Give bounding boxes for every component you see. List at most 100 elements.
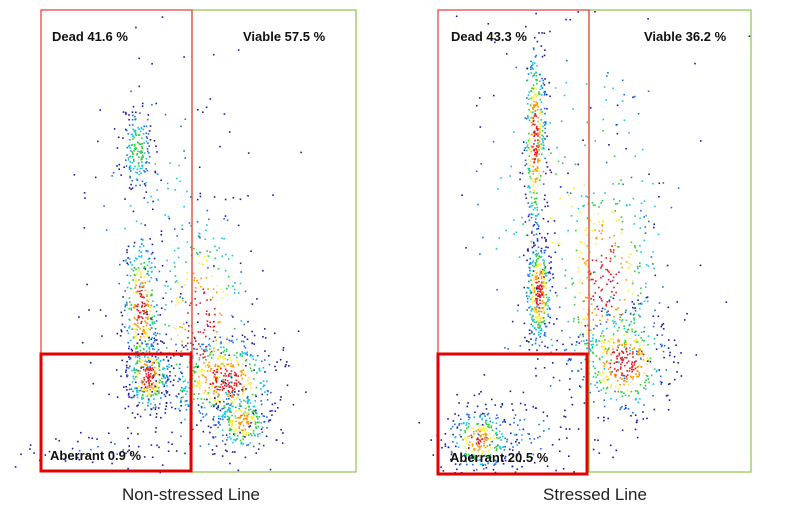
event-point: [530, 160, 532, 162]
event-point: [124, 326, 126, 328]
event-point: [139, 184, 141, 186]
event-point: [634, 215, 636, 217]
event-point: [215, 381, 218, 384]
event-point: [120, 311, 123, 314]
event-point: [241, 386, 244, 389]
event-point: [145, 168, 147, 170]
event-point: [479, 439, 481, 442]
event-point: [653, 338, 656, 340]
event-point: [564, 274, 566, 277]
event-point: [142, 330, 144, 333]
event-point: [130, 309, 133, 311]
event-point: [150, 262, 153, 264]
event-point: [136, 351, 139, 353]
event-point: [476, 405, 479, 408]
event-point: [542, 144, 545, 147]
event-point: [543, 249, 546, 252]
event-point: [223, 375, 225, 377]
event-point: [640, 287, 642, 289]
event-point: [596, 325, 598, 327]
event-point: [78, 449, 81, 452]
event-point: [146, 387, 148, 389]
event-point: [145, 364, 147, 366]
event-point: [667, 347, 670, 349]
event-point: [620, 179, 622, 181]
event-point: [181, 372, 183, 375]
event-point: [653, 226, 655, 229]
event-point: [536, 240, 539, 242]
event-point: [141, 146, 143, 148]
event-point: [244, 412, 247, 414]
event-point: [165, 382, 167, 384]
event-point: [228, 398, 230, 400]
event-point: [138, 173, 140, 176]
event-point: [487, 449, 490, 452]
event-point: [573, 303, 576, 306]
event-point: [202, 349, 205, 352]
event-point: [537, 277, 540, 279]
event-point: [137, 326, 140, 328]
event-point: [504, 459, 507, 462]
event-point: [270, 391, 272, 394]
event-point: [237, 49, 240, 51]
event-point: [219, 145, 221, 148]
event-point: [544, 267, 546, 270]
event-point: [540, 252, 543, 254]
event-point: [201, 343, 203, 346]
event-point: [234, 282, 236, 284]
event-point: [533, 265, 535, 268]
event-point: [139, 345, 141, 348]
event-point: [536, 151, 538, 154]
event-point: [535, 215, 537, 217]
event-point: [199, 412, 202, 414]
event-point: [155, 372, 158, 375]
event-point: [636, 390, 639, 392]
event-point: [592, 337, 594, 339]
event-point: [201, 368, 203, 371]
event-point: [204, 414, 207, 417]
event-point: [625, 279, 628, 281]
event-point: [125, 113, 127, 115]
event-point: [662, 328, 665, 330]
event-point: [541, 294, 543, 297]
event-point: [626, 370, 628, 372]
event-point: [665, 394, 668, 397]
event-point: [130, 452, 132, 455]
event-point: [535, 287, 538, 290]
event-point: [580, 251, 583, 254]
event-point: [164, 113, 167, 116]
event-point: [450, 450, 453, 453]
event-point: [231, 425, 233, 428]
event-point: [673, 339, 676, 342]
event-point: [582, 205, 584, 207]
event-point: [590, 383, 592, 385]
event-point: [205, 335, 207, 338]
event-point: [590, 332, 593, 334]
event-point: [136, 328, 138, 331]
event-point: [544, 112, 546, 115]
event-point: [258, 421, 260, 424]
event-point: [620, 363, 622, 366]
event-point: [155, 413, 158, 415]
event-point: [166, 365, 168, 368]
event-point: [538, 295, 540, 297]
event-point: [532, 149, 535, 151]
event-point: [241, 355, 243, 357]
event-point: [256, 371, 258, 374]
event-point: [656, 334, 659, 336]
event-point: [207, 393, 209, 395]
event-point: [132, 336, 135, 339]
event-point: [125, 260, 127, 262]
event-point: [649, 360, 652, 363]
event-point: [473, 469, 475, 472]
event-point: [471, 454, 473, 456]
event-point: [542, 292, 545, 294]
event-point: [532, 295, 534, 297]
event-point: [592, 343, 594, 346]
event-point: [481, 463, 484, 465]
event-point: [536, 103, 539, 105]
event-point: [140, 137, 143, 140]
event-point: [245, 400, 247, 403]
event-point: [129, 175, 131, 178]
event-point: [145, 250, 148, 252]
